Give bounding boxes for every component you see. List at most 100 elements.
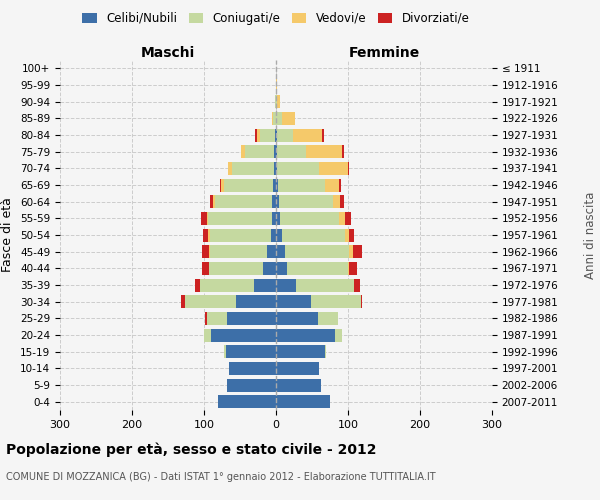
Bar	[272, 112, 273, 125]
Bar	[274, 162, 276, 175]
Bar	[277, 162, 319, 175]
Bar	[335, 328, 342, 342]
Bar	[220, 178, 221, 192]
Bar	[277, 145, 306, 158]
Bar	[218, 395, 276, 408]
Bar	[354, 278, 359, 291]
Bar	[340, 178, 341, 192]
Bar	[325, 345, 326, 358]
Bar	[287, 262, 348, 275]
Bar	[276, 228, 282, 241]
Bar	[228, 162, 229, 175]
Bar	[241, 145, 245, 158]
Bar	[278, 178, 325, 192]
Bar	[276, 345, 325, 358]
Bar	[207, 312, 227, 325]
Bar	[232, 162, 274, 175]
Bar	[209, 262, 263, 275]
Bar	[273, 112, 276, 125]
Bar	[260, 128, 275, 141]
Y-axis label: Fasce di età: Fasce di età	[1, 198, 14, 272]
Bar	[201, 212, 207, 225]
Bar	[340, 195, 344, 208]
Bar	[221, 178, 224, 192]
Bar	[276, 95, 277, 108]
Bar	[210, 195, 214, 208]
Bar	[276, 178, 278, 192]
Text: Popolazione per età, sesso e stato civile - 2012: Popolazione per età, sesso e stato civil…	[6, 442, 377, 457]
Bar	[245, 145, 274, 158]
Bar	[318, 312, 338, 325]
Bar	[200, 278, 254, 291]
Bar	[282, 228, 345, 241]
Bar	[276, 295, 311, 308]
Bar	[282, 112, 295, 125]
Bar	[353, 245, 362, 258]
Bar	[202, 245, 209, 258]
Bar	[181, 295, 185, 308]
Bar	[271, 228, 276, 241]
Bar	[210, 245, 268, 258]
Bar	[349, 245, 353, 258]
Bar	[277, 95, 280, 108]
Bar	[276, 378, 320, 392]
Bar	[185, 295, 236, 308]
Bar	[276, 245, 284, 258]
Bar	[272, 212, 276, 225]
Bar	[227, 312, 276, 325]
Bar	[276, 312, 318, 325]
Bar	[340, 212, 345, 225]
Bar	[276, 145, 277, 158]
Bar	[215, 195, 272, 208]
Bar	[348, 162, 349, 175]
Bar	[276, 212, 280, 225]
Bar	[276, 278, 296, 291]
Bar	[280, 212, 340, 225]
Bar	[274, 145, 276, 158]
Bar	[276, 162, 277, 175]
Bar	[229, 162, 232, 175]
Bar	[209, 245, 210, 258]
Bar	[276, 195, 279, 208]
Bar	[333, 195, 340, 208]
Bar	[272, 195, 276, 208]
Bar	[284, 245, 349, 258]
Bar	[345, 212, 351, 225]
Bar	[276, 112, 282, 125]
Bar	[276, 128, 277, 141]
Bar	[204, 328, 211, 342]
Bar	[205, 312, 207, 325]
Bar	[194, 278, 200, 291]
Bar	[296, 278, 354, 291]
Bar	[214, 195, 215, 208]
Bar	[349, 262, 356, 275]
Bar	[276, 395, 330, 408]
Bar	[224, 178, 273, 192]
Bar	[275, 95, 276, 108]
Bar	[319, 162, 348, 175]
Bar	[202, 262, 209, 275]
Bar	[273, 178, 276, 192]
Bar	[293, 128, 322, 141]
Text: Maschi: Maschi	[141, 46, 195, 60]
Bar	[211, 328, 276, 342]
Bar	[277, 128, 293, 141]
Bar	[279, 195, 333, 208]
Bar	[349, 228, 355, 241]
Bar	[325, 178, 340, 192]
Bar	[276, 78, 277, 92]
Bar	[348, 262, 349, 275]
Text: Femmine: Femmine	[349, 46, 419, 60]
Bar	[275, 128, 276, 141]
Bar	[254, 278, 276, 291]
Bar	[227, 378, 276, 392]
Bar	[236, 295, 276, 308]
Bar	[226, 345, 276, 358]
Bar	[361, 295, 362, 308]
Bar	[263, 262, 276, 275]
Bar	[203, 228, 208, 241]
Bar	[342, 145, 344, 158]
Bar	[322, 128, 323, 141]
Bar	[276, 262, 287, 275]
Text: COMUNE DI MOZZANICA (BG) - Dati ISTAT 1° gennaio 2012 - Elaborazione TUTTITALIA.: COMUNE DI MOZZANICA (BG) - Dati ISTAT 1°…	[6, 472, 436, 482]
